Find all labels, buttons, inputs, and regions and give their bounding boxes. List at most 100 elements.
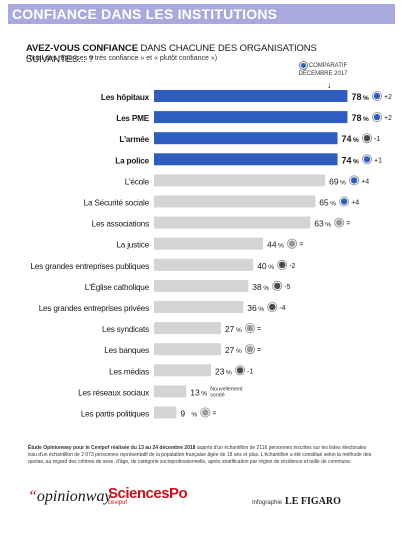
- percent-sign: %: [278, 243, 284, 250]
- trend-equal-icon-dot: [246, 324, 254, 332]
- chart-question: AVEZ-VOUS CONFIANCE DANS CHACUNE DES ORG…: [26, 43, 326, 65]
- value-label: 13: [190, 387, 200, 397]
- trend-down-icon-dot: [363, 135, 371, 142]
- comparison-label: -1: [247, 368, 253, 375]
- category-label: Les PME: [116, 114, 149, 123]
- footnote-source-bold: Étude Opinionway pour le Cevipof réalisé…: [28, 445, 196, 451]
- trend-down-icon-dot: [269, 303, 276, 311]
- bar: [154, 364, 212, 377]
- trend-equal-icon-dot: [336, 219, 343, 226]
- trend-equal-icon-dot: [202, 409, 209, 416]
- trend-down-icon-dot: [279, 261, 286, 268]
- banner-title: CONFIANCE DANS LES INSTITUTIONS: [8, 4, 395, 24]
- comparison-label: +4: [351, 200, 359, 207]
- bar: [154, 258, 254, 271]
- value-label: 74: [342, 155, 352, 165]
- trend-up-icon-dot: [341, 198, 348, 205]
- category-label: Les banques: [104, 346, 149, 355]
- percent-sign: %: [201, 390, 207, 397]
- down-arrow-icon: ↓: [327, 80, 332, 90]
- percent-sign: %: [363, 116, 369, 123]
- bar-chart: Les hôpitaux 78% +2 Les PME 78% +2 L'armée 74% -…: [30, 90, 392, 419]
- trend-up-icon-dot: [350, 177, 358, 184]
- category-label: L'armée: [119, 135, 149, 144]
- comparison-label: -5: [284, 284, 290, 291]
- value-label: 78: [351, 92, 361, 102]
- trend-down-icon-dot: [274, 282, 281, 290]
- opinionway-text: opinionway: [36, 488, 112, 505]
- comparison-label: +1: [374, 157, 382, 164]
- value-label: 9: [180, 409, 185, 419]
- bar: [154, 195, 316, 208]
- bar: [154, 174, 326, 187]
- value-label: 27: [225, 345, 235, 355]
- value-label: 78: [351, 113, 361, 123]
- percent-sign: %: [263, 285, 269, 292]
- value-label: 63: [314, 219, 324, 229]
- bar: [154, 322, 221, 335]
- value-label: 44: [267, 240, 277, 250]
- comparison-label: -1: [374, 136, 380, 143]
- trend-up-icon-dot: [363, 156, 371, 163]
- sciencespo-sub: cevipof: [108, 500, 128, 506]
- comparison-label: -4: [279, 305, 285, 312]
- comparison-label: +4: [361, 178, 369, 185]
- question-bold: AVEZ-VOUS CONFIANCE: [26, 43, 138, 54]
- value-label: 23: [215, 366, 225, 376]
- sciencespo-text: SciencesPo: [108, 485, 188, 502]
- percent-sign: %: [330, 201, 336, 208]
- comparison-line2: DÉCEMBRE 2017: [298, 70, 348, 77]
- percent-sign: %: [340, 179, 346, 186]
- trend-equal-icon-dot: [288, 240, 296, 247]
- comparison-label: +2: [384, 115, 392, 122]
- category-label: Les syndicats: [102, 325, 149, 334]
- bar: [154, 279, 249, 292]
- percent-sign: %: [363, 95, 369, 102]
- bar: [154, 385, 187, 398]
- category-label: Les grandes entreprises publiques: [30, 262, 149, 271]
- credit: Infographie LE FIGARO: [252, 496, 341, 507]
- category-label: L'école: [125, 177, 150, 186]
- comparison-label: =: [346, 221, 350, 228]
- category-label: Les médias: [109, 367, 149, 376]
- percent-sign: %: [353, 158, 359, 165]
- credit-prefix: Infographie: [252, 500, 283, 506]
- value-label: 36: [247, 303, 257, 313]
- category-label: Les réseaux sociaux: [78, 388, 149, 397]
- opinionway-logo: “opinionway: [28, 488, 112, 506]
- trend-equal-icon-dot: [246, 346, 254, 353]
- bar: [154, 90, 348, 102]
- value-label: 40: [257, 261, 267, 271]
- bar: [154, 216, 311, 229]
- comparison-label: =: [257, 326, 261, 333]
- category-label: La police: [115, 156, 149, 165]
- percent-sign: %: [325, 222, 331, 229]
- percent-sign: %: [258, 306, 264, 313]
- trend-up-icon-dot: [373, 92, 381, 100]
- comparison-new-label: Nouvellement sondé: [210, 386, 243, 398]
- category-label: La Sécurité sociale: [84, 199, 150, 208]
- percent-sign: %: [226, 369, 232, 376]
- figaro-logo: LE FIGARO: [285, 496, 341, 507]
- sciencespo-logo: SciencesPo cevipof: [108, 485, 188, 506]
- comparison-label: =: [257, 347, 261, 354]
- value-label: 65: [319, 198, 329, 208]
- footnote: Étude Opinionway pour le Cevipof réalisé…: [28, 445, 373, 466]
- bar: [154, 132, 338, 145]
- value-label: 74: [342, 134, 352, 144]
- bar: [154, 153, 338, 166]
- category-label: Les grandes entreprises privées: [39, 304, 149, 313]
- percent-sign: %: [268, 264, 274, 271]
- comparison-label: =: [212, 411, 216, 418]
- trend-up-icon-dot: [373, 113, 381, 121]
- value-label: 27: [225, 324, 235, 334]
- comparison-label: +2: [384, 94, 392, 101]
- category-label: Les hôpitaux: [101, 93, 150, 102]
- chart-subquestion: (Total des réponses « très confiance » e…: [26, 55, 218, 62]
- comparison-line1: COMPARATIF: [308, 63, 348, 70]
- percent-sign: %: [191, 412, 197, 419]
- bar: [154, 301, 244, 313]
- comparison-label: -2: [289, 263, 295, 270]
- comparison-label: =: [299, 242, 303, 249]
- category-label: Les associations: [92, 220, 149, 229]
